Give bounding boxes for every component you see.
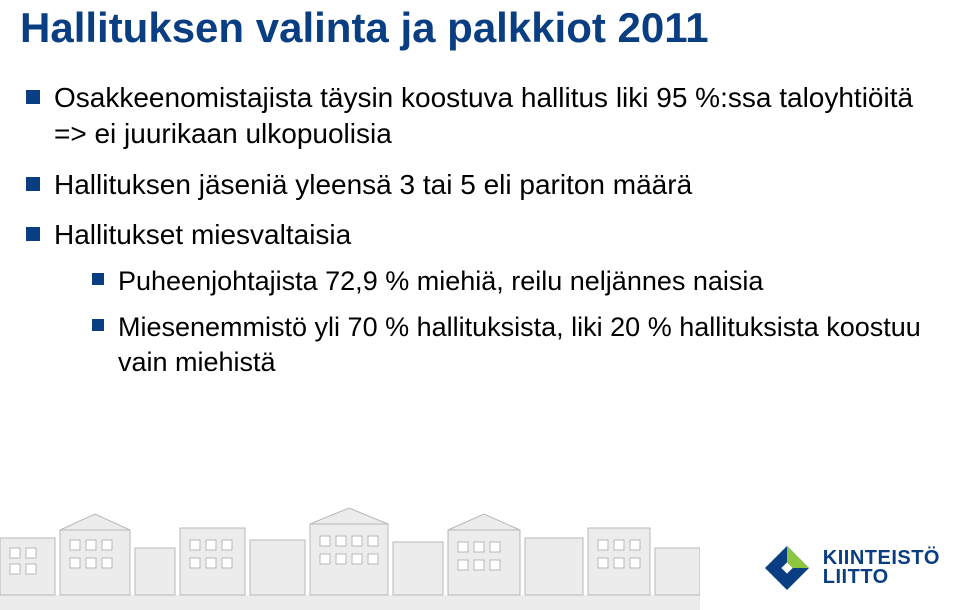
bullet-text: Hallitukset miesvaltaisia xyxy=(54,219,351,250)
sub-bullet-list: Puheenjohtajista 72,9 % miehiä, reilu ne… xyxy=(54,264,930,380)
list-item: Hallituksen jäseniä yleensä 3 tai 5 eli … xyxy=(20,167,930,203)
content-area: Osakkeenomistajista täysin koostuva hall… xyxy=(20,80,930,393)
bullet-list: Osakkeenomistajista täysin koostuva hall… xyxy=(20,80,930,379)
bullet-text: Hallituksen jäseniä yleensä 3 tai 5 eli … xyxy=(54,169,692,200)
slide: Hallituksen valinta ja palkkiot 2011 Osa… xyxy=(0,0,960,610)
skyline-illustration xyxy=(0,500,700,610)
bullet-text: Miesenemmistö yli 70 % hallituksista, li… xyxy=(118,312,921,377)
page-title: Hallituksen valinta ja palkkiot 2011 xyxy=(20,4,940,52)
bullet-text: Osakkeenomistajista täysin koostuva hall… xyxy=(54,82,913,149)
bullet-text: Puheenjohtajista 72,9 % miehiä, reilu ne… xyxy=(118,266,763,296)
list-item: Hallitukset miesvaltaisia Puheenjohtajis… xyxy=(20,217,930,379)
logo-mark-icon xyxy=(763,544,811,592)
list-item: Miesenemmistö yli 70 % hallituksista, li… xyxy=(88,310,930,379)
logo-line-2: LIITTO xyxy=(823,566,889,588)
list-item: Osakkeenomistajista täysin koostuva hall… xyxy=(20,80,930,153)
brand-logo: KIINTEISTÖ LIITTO xyxy=(763,544,940,592)
list-item: Puheenjohtajista 72,9 % miehiä, reilu ne… xyxy=(88,264,930,299)
logo-text: KIINTEISTÖ LIITTO xyxy=(823,549,940,587)
